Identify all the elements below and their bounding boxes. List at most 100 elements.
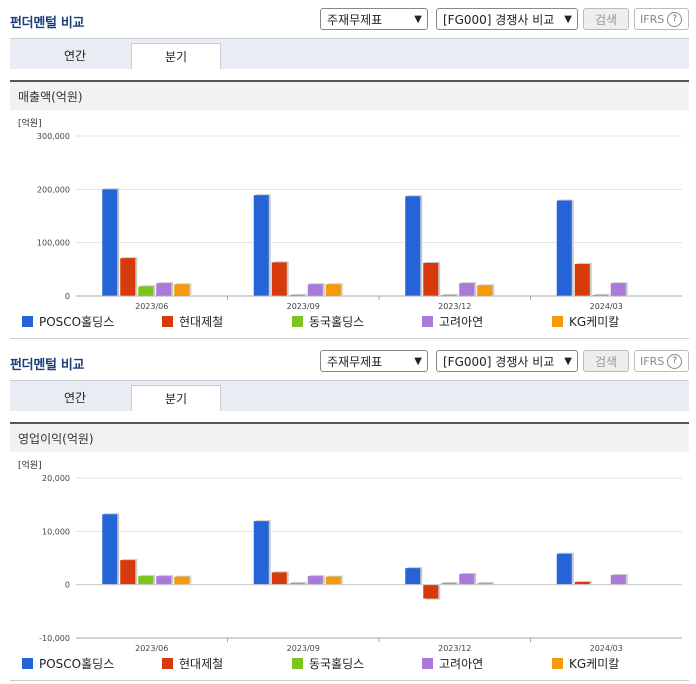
- legend-item[interactable]: KG케미칼: [552, 655, 619, 672]
- tab-annual[interactable]: 연간: [63, 391, 87, 405]
- y-tick-label: 300,000: [37, 132, 70, 141]
- bar-고려아연-2023/06[interactable]: [156, 283, 172, 296]
- legend-item[interactable]: 고려아연: [422, 313, 483, 330]
- bar-KG케미칼-2023/12[interactable]: [477, 285, 493, 296]
- bar-현대제철-2023/12[interactable]: [423, 262, 439, 296]
- bar-동국홀딩스-2023/12[interactable]: [441, 294, 457, 296]
- bar-현대제철-2023/06[interactable]: [120, 258, 136, 296]
- y-tick-label: -10,000: [39, 634, 70, 643]
- legend-item[interactable]: 현대제철: [162, 655, 223, 672]
- legend-swatch: [22, 316, 33, 327]
- bar-고려아연-2024/03[interactable]: [610, 575, 626, 585]
- legend-swatch: [422, 316, 433, 327]
- bar-POSCO홀딩스-2023/06[interactable]: [102, 189, 118, 296]
- bar-현대제철-2024/03[interactable]: [574, 582, 590, 585]
- statement-select[interactable]: 주재무제표 ▼: [320, 350, 428, 372]
- legend-label: 고려아연: [439, 315, 484, 329]
- bar-KG케미칼-2023/06[interactable]: [174, 576, 190, 585]
- bar-고려아연-2023/12[interactable]: [459, 574, 475, 585]
- y-tick-label: 0: [65, 292, 70, 301]
- fundamental-panel-1: 펀더멘털 비교 주재무제표 ▼ [FG000] 경쟁사 비교 ▼ 검색 IFRS…: [0, 0, 696, 340]
- x-tick-label: 2024/03: [590, 302, 623, 311]
- panel-title: 펀더멘털 비교: [10, 16, 85, 31]
- bar-현대제철-2023/09[interactable]: [271, 572, 287, 585]
- bar-POSCO홀딩스-2023/12[interactable]: [405, 568, 421, 585]
- bar-shadow: [443, 582, 459, 584]
- ifrs-help-button[interactable]: IFRS?: [634, 350, 689, 372]
- bar-POSCO홀딩스-2023/09[interactable]: [253, 195, 269, 296]
- chart-header: 매출액(억원): [10, 80, 689, 110]
- legend-label: 현대제철: [179, 657, 224, 671]
- fundamental-panel-2: 펀더멘털 비교 주재무제표 ▼ [FG000] 경쟁사 비교 ▼ 검색 IFRS…: [0, 342, 696, 684]
- bar-현대제철-2023/09[interactable]: [271, 262, 287, 296]
- bar-동국홀딩스-2023/12[interactable]: [441, 583, 457, 585]
- bar-shadow: [291, 582, 307, 584]
- legend-swatch: [162, 658, 173, 669]
- search-button[interactable]: 검색: [583, 350, 629, 372]
- statement-select[interactable]: 주재무제표 ▼: [320, 8, 428, 30]
- legend-item[interactable]: KG케미칼: [552, 313, 619, 330]
- bar-현대제철-2024/03[interactable]: [574, 264, 590, 296]
- ifrs-label: IFRS: [640, 355, 665, 368]
- statement-select-value: 주재무제표: [327, 13, 383, 27]
- bar-고려아연-2023/09[interactable]: [307, 576, 323, 585]
- x-tick-label: 2023/06: [135, 302, 168, 311]
- help-icon: ?: [667, 11, 683, 27]
- legend-item[interactable]: POSCO홀딩스: [22, 313, 114, 330]
- x-tick-label: 2023/06: [135, 644, 168, 653]
- legend-item[interactable]: 동국홀딩스: [292, 655, 364, 672]
- bar-shadow: [291, 293, 307, 295]
- bar-KG케미칼-2023/09[interactable]: [325, 576, 341, 585]
- bar-현대제철-2023/12[interactable]: [423, 584, 439, 599]
- chevron-down-icon: ▼: [414, 14, 422, 25]
- bar-고려아연-2024/03[interactable]: [610, 283, 626, 296]
- legend-item[interactable]: POSCO홀딩스: [22, 655, 114, 672]
- bar-동국홀딩스-2023/06[interactable]: [138, 576, 154, 585]
- legend-swatch: [22, 658, 33, 669]
- bar-POSCO홀딩스-2023/06[interactable]: [102, 514, 118, 585]
- search-button[interactable]: 검색: [583, 8, 629, 30]
- bar-고려아연-2023/06[interactable]: [156, 576, 172, 585]
- bar-현대제철-2023/06[interactable]: [120, 560, 136, 585]
- legend-item[interactable]: 고려아연: [422, 655, 483, 672]
- ifrs-help-button[interactable]: IFRS?: [634, 8, 689, 30]
- panel-header: 펀더멘털 비교 주재무제표 ▼ [FG000] 경쟁사 비교 ▼ 검색 IFRS…: [0, 342, 696, 378]
- bar-고려아연-2023/12[interactable]: [459, 283, 475, 296]
- chart-area: [억원] -10,000 0 10,000 20,000 2023/06 2023/09 20…: [10, 452, 689, 681]
- legend-label: 동국홀딩스: [309, 657, 365, 671]
- period-tabs: 연간 분기: [10, 38, 689, 69]
- compare-select[interactable]: [FG000] 경쟁사 비교 ▼: [436, 8, 578, 30]
- revenue-chart: [억원] 0 100,000 200,000 300,000 2023/06 2023/09…: [18, 117, 682, 311]
- statement-select-value: 주재무제표: [327, 355, 383, 369]
- compare-select-value: [FG000] 경쟁사 비교: [443, 13, 555, 27]
- bar-동국홀딩스-2023/09[interactable]: [289, 294, 305, 296]
- y-tick-label: 20,000: [42, 474, 70, 483]
- legend-swatch: [292, 658, 303, 669]
- bar-POSCO홀딩스-2023/09[interactable]: [253, 521, 269, 585]
- bar-shadow: [479, 582, 495, 584]
- bar-KG케미칼-2023/09[interactable]: [325, 284, 341, 296]
- bar-동국홀딩스-2024/03[interactable]: [592, 294, 608, 296]
- bar-동국홀딩스-2023/06[interactable]: [138, 286, 154, 296]
- tab-annual[interactable]: 연간: [63, 49, 87, 63]
- ifrs-label: IFRS: [640, 13, 665, 26]
- tab-quarterly[interactable]: 분기: [131, 43, 221, 69]
- bar-POSCO홀딩스-2024/03[interactable]: [556, 200, 572, 296]
- bar-POSCO홀딩스-2024/03[interactable]: [556, 553, 572, 585]
- legend-label: POSCO홀딩스: [39, 657, 115, 671]
- compare-select-value: [FG000] 경쟁사 비교: [443, 355, 555, 369]
- bar-동국홀딩스-2023/09[interactable]: [289, 583, 305, 585]
- bar-고려아연-2023/09[interactable]: [307, 284, 323, 296]
- legend-swatch: [552, 316, 563, 327]
- x-tick-label: 2023/12: [438, 644, 471, 653]
- unit-label: [억원]: [18, 459, 42, 471]
- compare-select[interactable]: [FG000] 경쟁사 비교 ▼: [436, 350, 578, 372]
- unit-label: [억원]: [18, 117, 42, 129]
- bar-POSCO홀딩스-2023/12[interactable]: [405, 196, 421, 296]
- bar-KG케미칼-2023/06[interactable]: [174, 284, 190, 296]
- help-icon: ?: [667, 353, 683, 369]
- tab-quarterly[interactable]: 분기: [131, 385, 221, 411]
- legend-item[interactable]: 현대제철: [162, 313, 223, 330]
- bar-KG케미칼-2023/12[interactable]: [477, 583, 493, 585]
- legend-item[interactable]: 동국홀딩스: [292, 313, 364, 330]
